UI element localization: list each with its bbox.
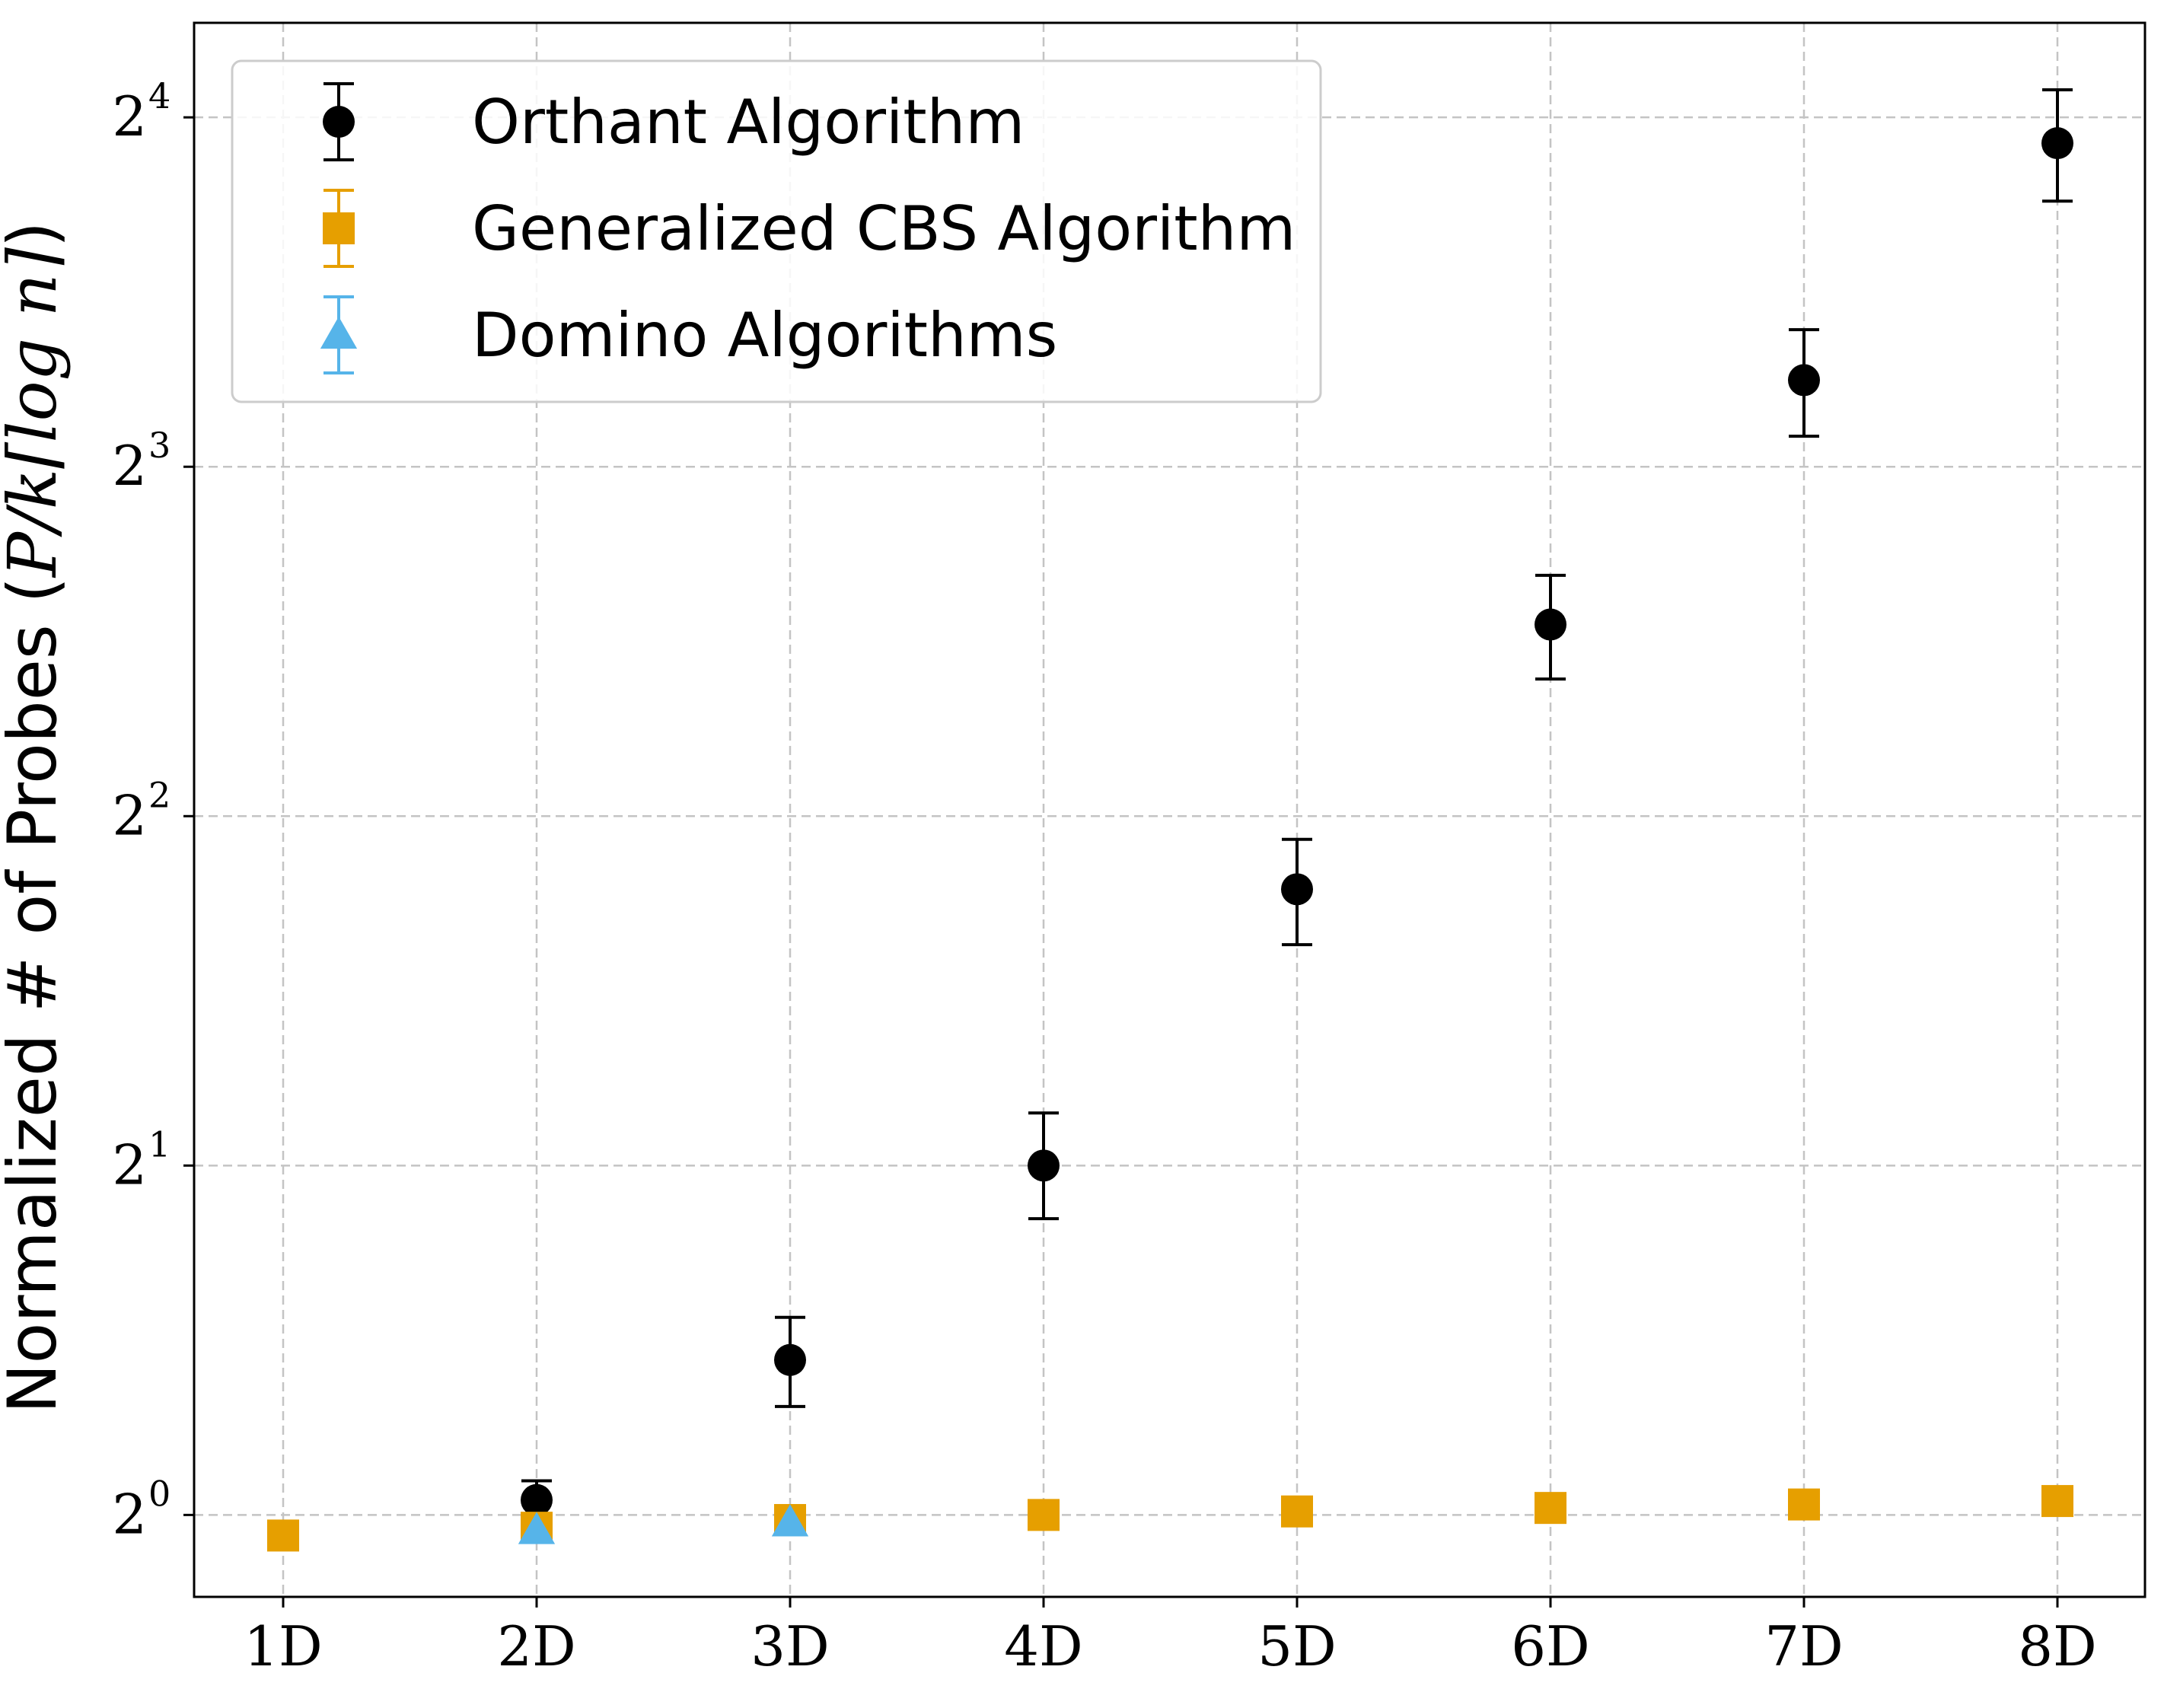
y-tick-exponent: 2: [148, 774, 171, 815]
y-tick-exponent: 3: [148, 425, 171, 466]
x-tick-label: 5D: [1257, 1614, 1337, 1678]
square-marker-legend: [323, 212, 355, 244]
legend-label: Domino Algorithms: [472, 300, 1057, 371]
series-orthant-algorithm: [521, 88, 2073, 1527]
circle-marker: [1788, 364, 1820, 397]
x-tick-label: 2D: [497, 1614, 576, 1678]
legend-entry: Orthant Algorithm: [323, 82, 1025, 161]
y-axis-label-math: P/k⌈log n⌉: [0, 247, 72, 578]
y-tick-label: 2: [112, 1133, 147, 1197]
x-tick-label: 8D: [2018, 1614, 2097, 1678]
series-domino-algorithms: [518, 1504, 809, 1544]
legend-box: [231, 59, 1322, 403]
circle-marker: [1028, 1149, 1060, 1182]
legend-label: Orthant Algorithm: [472, 87, 1025, 158]
x-tick-label: 3D: [751, 1614, 830, 1678]
x-tick-label: 1D: [244, 1614, 323, 1678]
legend-entry: Generalized CBS Algorithm: [323, 189, 1296, 268]
y-tick-label: 2: [112, 434, 147, 498]
square-marker: [1535, 1492, 1566, 1525]
square-marker: [1788, 1488, 1820, 1521]
square-marker: [267, 1519, 299, 1552]
circle-marker-legend: [323, 106, 355, 138]
y-tick-label: 2: [112, 84, 147, 148]
circle-marker: [521, 1483, 553, 1516]
square-marker: [2041, 1485, 2073, 1518]
triangle-marker-legend: [320, 316, 358, 349]
x-tick-label: 6D: [1511, 1614, 1590, 1678]
legend-label: Generalized CBS Algorithm: [472, 193, 1296, 264]
y-tick-exponent: 4: [148, 75, 171, 116]
triangle-marker: [771, 1504, 809, 1537]
circle-marker: [2041, 127, 2073, 160]
triangle-marker: [518, 1512, 556, 1544]
y-axis-label: Normalized # of Probes (P/k⌈log n⌉): [0, 221, 72, 1414]
y-tick-exponent: 0: [148, 1473, 171, 1514]
legend: Orthant Algorithm Generalized CBS Algorit…: [231, 59, 1322, 403]
legend-entry: Domino Algorithms: [320, 295, 1057, 374]
x-tick-label: 4D: [1004, 1614, 1083, 1678]
square-marker: [1281, 1495, 1313, 1528]
y-axis-label-text: Normalized # of Probes (: [0, 577, 72, 1413]
axis-ticks: 1D 2D 3D 4D 5D 6D 7D 8D2 02 12 22 32 4: [112, 75, 2097, 1678]
y-tick-label: 2: [112, 783, 147, 847]
circle-marker: [774, 1343, 806, 1376]
data-marks: [267, 88, 2073, 1552]
circle-marker: [1535, 608, 1566, 641]
y-tick-exponent: 1: [148, 1123, 171, 1165]
circle-marker: [1281, 873, 1313, 906]
y-tick-label: 2: [112, 1482, 147, 1546]
plot-frame: [193, 21, 2146, 1598]
square-marker: [1028, 1499, 1060, 1531]
x-tick-label: 7D: [1764, 1614, 1844, 1678]
y-axis-label-close: ): [0, 221, 72, 247]
